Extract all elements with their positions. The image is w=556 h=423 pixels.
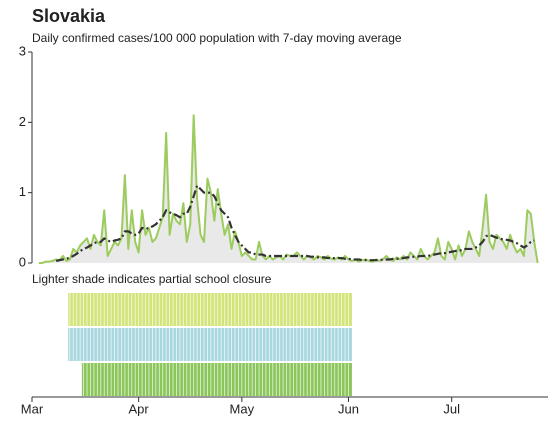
y-tick-label: 2: [19, 114, 26, 129]
x-tick-label: May: [230, 401, 255, 416]
y-tick-label: 1: [19, 184, 26, 199]
x-tick-label: Mar: [21, 401, 44, 416]
line: [55, 184, 535, 262]
timeline-note: Lighter shade indicates partial school c…: [32, 272, 272, 286]
closure-bar: [68, 328, 352, 361]
closure-bar: [81, 363, 352, 396]
y-tick-label: 0: [19, 254, 26, 269]
x-tick-label: Jun: [338, 401, 359, 416]
area: [38, 115, 538, 263]
line: [38, 114, 539, 264]
x-tick-label: Jul: [443, 401, 460, 416]
chart-title: Slovakia: [32, 6, 106, 26]
chart-subtitle: Daily confirmed cases/100 000 population…: [32, 31, 402, 45]
y-tick-label: 3: [19, 43, 26, 58]
closure-bar: [68, 293, 352, 326]
x-tick-label: Apr: [129, 401, 150, 416]
